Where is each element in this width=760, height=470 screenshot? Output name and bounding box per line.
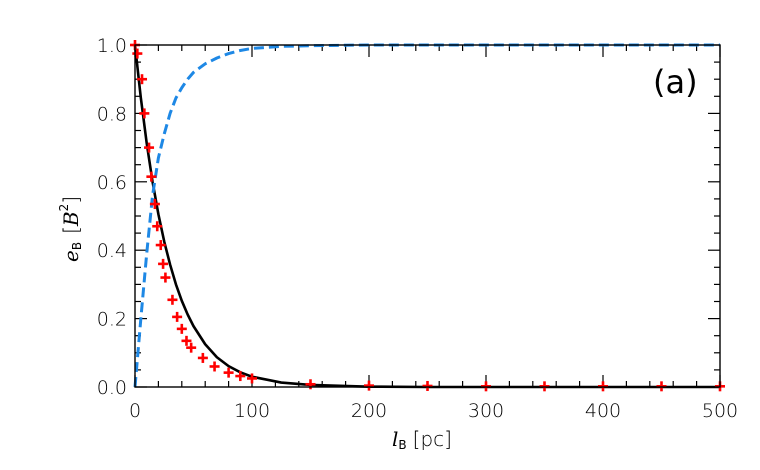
plot-frame-rect: [134, 44, 721, 388]
y-tick-label: 0.2: [97, 309, 127, 331]
dashed-series-line: [133, 43, 720, 388]
x-axis-subscript: B: [398, 438, 406, 452]
data-point: [247, 373, 257, 384]
data-point: [364, 380, 374, 391]
data-point: [146, 171, 157, 182]
data-point: [149, 199, 160, 210]
y-axis-label: eB[B2]: [57, 196, 84, 262]
x-axis-symbol: l: [392, 427, 398, 451]
data-point: [144, 142, 155, 153]
y-axis-unit-open: [: [59, 226, 83, 234]
y-axis-unit-symbol: B: [59, 211, 83, 227]
data-point: [152, 221, 163, 232]
data-point: [167, 294, 178, 305]
data-point: [209, 361, 220, 372]
data-point: [132, 48, 143, 59]
data-point: [305, 379, 316, 390]
data-point: [186, 342, 197, 353]
y-tick-label: 0.6: [97, 172, 127, 194]
data-point: [158, 258, 169, 269]
data-point: [137, 74, 148, 85]
x-axis-unit: [pc]: [413, 427, 452, 451]
x-tick-label: 100: [234, 400, 270, 422]
plot-frame: [134, 44, 721, 388]
data-point: [235, 371, 246, 382]
marker-series: [130, 40, 725, 392]
panel-label: (a): [653, 63, 698, 101]
data-point: [172, 311, 183, 322]
data-point: [422, 380, 433, 391]
x-tick-label: 500: [702, 400, 738, 422]
y-tick-label: 0.4: [97, 240, 127, 262]
y-axis-unit-power: 2: [57, 204, 71, 212]
x-tick-label: 300: [468, 400, 504, 422]
data-point: [223, 367, 234, 378]
y-tick-label: 0.8: [97, 103, 127, 125]
data-point: [197, 352, 208, 363]
y-axis-subscript: B: [70, 242, 84, 250]
ticks: [134, 44, 721, 388]
x-tick-label: 0: [129, 400, 141, 422]
x-axis-label: lB [pc]: [392, 427, 452, 452]
x-tick-label: 200: [351, 400, 387, 422]
data-point: [176, 323, 187, 334]
x-tick-label: 400: [585, 400, 621, 422]
y-tick-label: 0.0: [97, 377, 127, 399]
y-tick-label: 1.0: [97, 35, 127, 57]
y-axis-symbol: e: [59, 250, 83, 262]
series: [130, 40, 725, 392]
y-axis-unit-close: ]: [59, 196, 83, 204]
solid-series-line: [133, 44, 720, 389]
data-point: [181, 335, 192, 346]
data-point: [160, 272, 171, 283]
tick-labels: 0 100 200 300 400 500 0.0 0.2 0.4 0.6 0.8 1.0: [97, 35, 738, 422]
data-point: [155, 240, 166, 251]
data-point: [139, 108, 150, 119]
